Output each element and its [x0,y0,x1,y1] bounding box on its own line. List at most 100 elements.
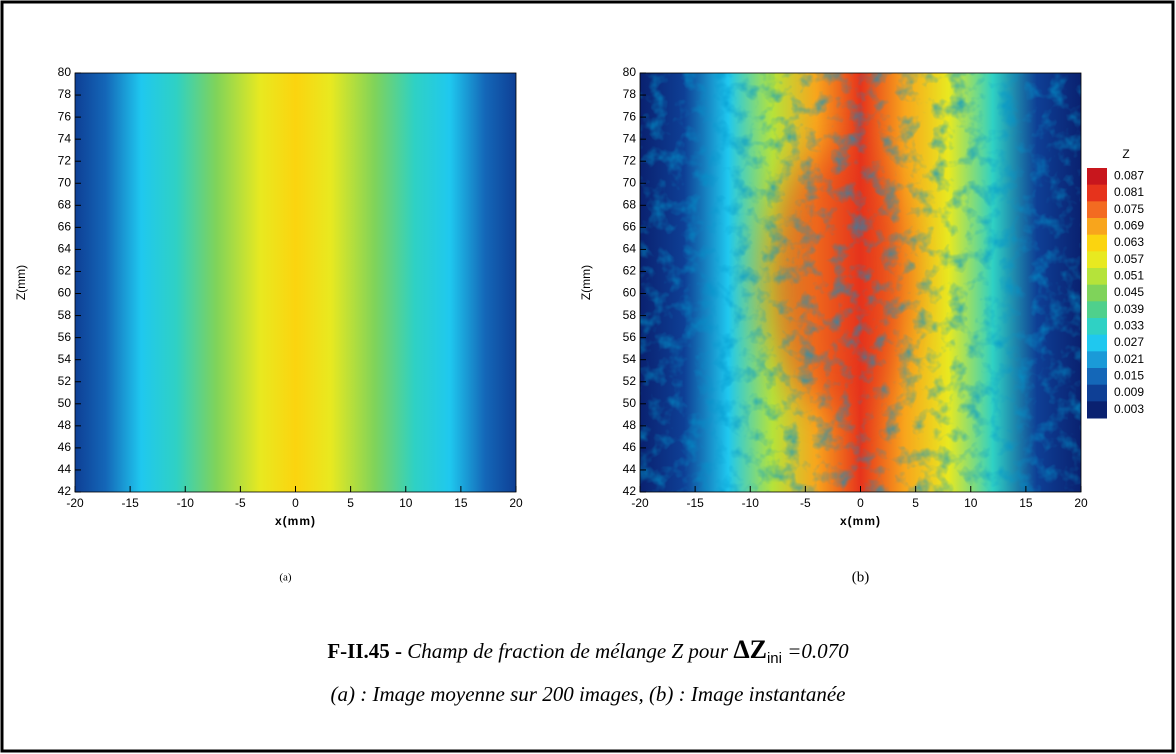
x-tick-label: -10 [177,496,195,510]
x-tick-label: 5 [912,496,919,510]
colorbar-swatch [1087,234,1107,252]
colorbar-swatch [1087,384,1107,402]
colorbar-label: 0.087 [1114,169,1144,183]
colorbar-swatch [1087,401,1107,419]
y-tick-label: 60 [623,286,637,300]
caption-text: Champ de fraction de mélange Z pour [407,639,729,663]
y-tick-label: 78 [623,87,637,101]
colorbar-label: 0.027 [1114,335,1144,349]
colorbar-label: 0.069 [1114,219,1144,233]
plot-border [74,72,517,493]
caption-line2: (a) : Image moyenne sur 200 images, (b) … [330,682,846,706]
colorbar-label: 0.051 [1114,269,1144,283]
x-tick-label: 0 [857,496,864,510]
y-tick-label: 44 [623,462,637,476]
x-axis-label: x(mm) [840,514,881,528]
caption-value: =0.070 [787,639,849,663]
y-tick-label: 74 [623,131,637,145]
x-tick-label: 15 [454,496,468,510]
y-tick-label: 64 [623,242,637,256]
y-tick-label: 52 [58,374,72,388]
y-tick-label: 72 [623,153,637,167]
colorbar-swatch [1087,218,1107,236]
y-tick-label: 66 [623,220,637,234]
colorbar-label: 0.045 [1114,285,1144,299]
caption-label: F-II.45 - [327,639,402,663]
plot-border [639,72,1082,493]
y-tick-label: 62 [58,264,72,278]
colorbar-swatch [1087,201,1107,219]
colorbar-swatch [1087,251,1107,269]
y-tick-label: 62 [623,264,637,278]
x-tick-label: 15 [1019,496,1033,510]
y-tick-label: 54 [623,352,637,366]
caption-symbol: ΔZ [733,635,767,664]
y-tick-label: 54 [58,352,72,366]
x-tick-label: -5 [235,496,246,510]
y-tick-label: 72 [58,153,72,167]
y-tick-label: 76 [623,109,637,123]
y-tick-label: 50 [58,396,72,410]
y-tick-label: 56 [623,330,637,344]
colorbar-label: 0.021 [1114,352,1144,366]
caption-line1: F-II.45 - Champ de fraction de mélange Z… [0,635,1176,667]
colorbar-swatch [1087,351,1107,369]
y-tick-label: 44 [58,462,72,476]
y-tick-label: 46 [58,440,72,454]
y-tick-label: 76 [58,109,72,123]
x-tick-label: 10 [399,496,413,510]
y-tick-label: 66 [58,220,72,234]
x-tick-label: 10 [964,496,978,510]
x-tick-label: -15 [686,496,704,510]
y-tick-label: 50 [623,396,637,410]
y-tick-label: 48 [58,418,72,432]
y-tick-label: 48 [623,418,637,432]
subcaption: (b) [852,569,870,585]
y-tick-label: 58 [623,308,637,322]
colorbar-label: 0.063 [1114,235,1144,249]
colorbar-label: 0.015 [1114,369,1144,383]
colorbar-swatch [1087,184,1107,202]
y-tick-label: 42 [623,484,637,498]
colorbar-swatch [1087,318,1107,336]
colorbar-swatch [1087,168,1107,186]
y-tick-label: 80 [623,65,637,79]
y-axis-label: Z(mm) [579,265,593,300]
y-tick-label: 80 [58,65,72,79]
y-tick-label: 46 [623,440,637,454]
x-tick-label: -20 [66,496,84,510]
y-tick-label: 64 [58,242,72,256]
y-tick-label: 42 [58,484,72,498]
y-tick-label: 70 [623,175,637,189]
subcaption: (a) [279,572,292,584]
colorbar-swatch [1087,284,1107,302]
y-tick-label: 68 [623,197,637,211]
field [75,73,516,492]
colorbar-label: 0.033 [1114,319,1144,333]
colorbar-label: 0.081 [1114,185,1144,199]
x-tick-label: -20 [631,496,649,510]
colorbar-label: 0.039 [1114,302,1144,316]
x-tick-label: 20 [509,496,523,510]
y-tick-label: 70 [58,175,72,189]
colorbar-label: 0.009 [1114,385,1144,399]
colorbar-swatch [1087,334,1107,352]
x-tick-label: -10 [742,496,760,510]
y-axis-label: Z(mm) [14,265,28,300]
x-axis-label: x(mm) [275,514,316,528]
y-tick-label: 60 [58,286,72,300]
y-tick-label: 68 [58,197,72,211]
y-tick-label: 58 [58,308,72,322]
colorbar-swatch [1087,268,1107,286]
colorbar-swatch [1087,301,1107,319]
colorbar-swatch [1087,368,1107,386]
y-tick-label: 52 [623,374,637,388]
colorbar-label: 0.075 [1114,202,1144,216]
colorbar-title: Z [1122,147,1129,161]
x-tick-label: 20 [1074,496,1088,510]
y-tick-label: 74 [58,131,72,145]
x-tick-label: 5 [347,496,354,510]
